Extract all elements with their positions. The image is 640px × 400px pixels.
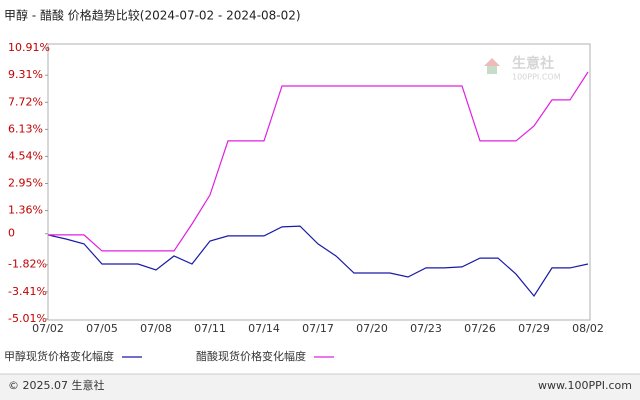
y-tick-label: 10.91% <box>8 41 50 54</box>
x-tick-label: 07/20 <box>356 322 388 335</box>
y-tick-label: 0 <box>8 227 15 240</box>
y-tick-label: 4.54% <box>8 149 43 162</box>
legend-label: 甲醇现货价格变化幅度 <box>4 349 114 363</box>
y-tick-label: 6.13% <box>8 122 43 135</box>
x-tick-label: 08/02 <box>572 322 604 335</box>
x-tick-label: 07/17 <box>302 322 334 335</box>
x-tick-label: 07/14 <box>248 322 280 335</box>
y-tick-label: -1.82% <box>8 258 47 271</box>
watermark-icon <box>487 66 497 74</box>
footer-band <box>0 374 640 400</box>
series-line <box>48 71 589 252</box>
y-tick-label: -5.01% <box>8 312 47 325</box>
y-tick-label: 2.95% <box>8 177 43 190</box>
series-line <box>47 225 589 298</box>
x-tick-label: 07/02 <box>32 322 64 335</box>
x-tick-label: 07/08 <box>140 322 172 335</box>
watermark-text: 100PPI.COM <box>512 73 561 82</box>
watermark-text: 生意社 <box>512 55 554 72</box>
x-tick-label: 07/11 <box>194 322 226 335</box>
watermark: 生意社 100PPI.COM <box>484 55 561 82</box>
plot-area <box>47 43 591 321</box>
y-tick-label: 9.31% <box>8 68 43 81</box>
chart-title: 甲醇 - 醋酸 价格趋势比较(2024-07-02 - 2024-08-02) <box>4 8 301 23</box>
footer-right: www.100PPI.com <box>538 379 632 392</box>
x-tick-label: 07/26 <box>464 322 496 335</box>
x-tick-label: 07/05 <box>86 322 118 335</box>
y-tick-label: -3.41% <box>8 285 47 298</box>
y-tick-label: 1.36% <box>8 204 43 217</box>
footer-left: © 2025.07 生意社 <box>8 378 104 392</box>
legend-label: 醋酸现货价格变化幅度 <box>196 349 306 363</box>
y-tick-label: 7.72% <box>8 95 43 108</box>
x-tick-label: 07/23 <box>410 322 442 335</box>
x-tick-label: 07/29 <box>518 322 550 335</box>
watermark-icon <box>484 58 500 66</box>
